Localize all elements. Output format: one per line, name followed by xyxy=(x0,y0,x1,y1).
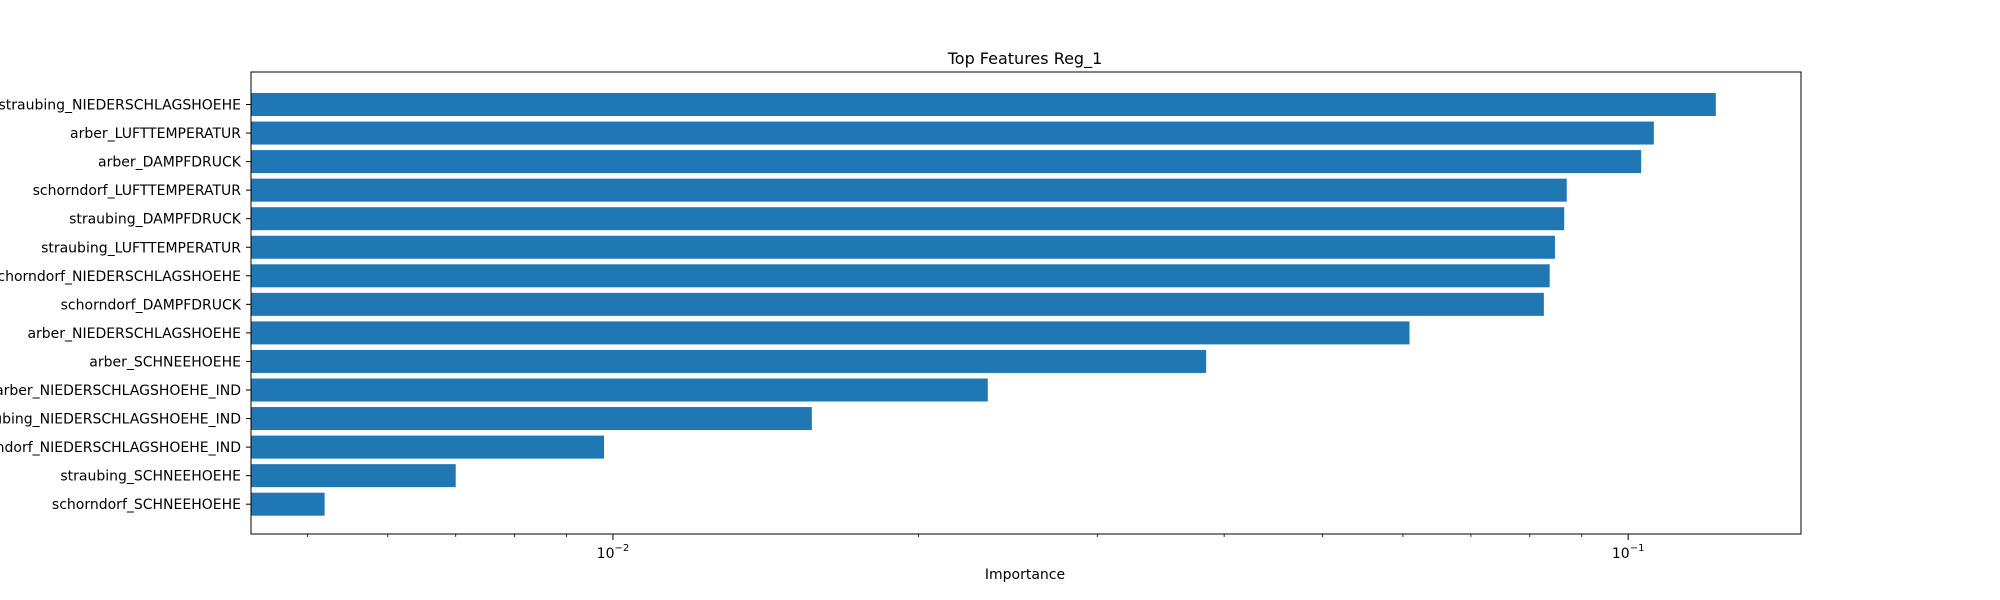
bar xyxy=(251,178,1567,202)
y-tick-label: arber_NIEDERSCHLAGSHOEHE_IND xyxy=(0,383,241,399)
bar xyxy=(251,349,1207,373)
x-tick-label: 10−2 xyxy=(597,543,630,562)
y-tick-label: straubing_NIEDERSCHLAGSHOEHE_IND xyxy=(0,412,241,428)
x-ticks: 10−2 10−1 xyxy=(306,534,1645,562)
y-tick-label: straubing_LUFTTEMPERATUR xyxy=(41,240,241,256)
chart-title: Top Features Reg_1 xyxy=(947,49,1103,69)
y-tick-label: straubing_SCHNEEHOEHE xyxy=(60,469,241,485)
bar xyxy=(251,378,988,402)
bar xyxy=(251,464,456,488)
y-tick-label: arber_NIEDERSCHLAGSHOEHE xyxy=(27,326,241,342)
bar xyxy=(251,150,1642,174)
y-tick-label: straubing_NIEDERSCHLAGSHOEHE xyxy=(0,98,241,114)
y-tick-label: schorndorf_DAMPFDRUCK xyxy=(61,297,242,313)
y-tick-label: schorndorf_NIEDERSCHLAGSHOEHE_IND xyxy=(0,440,241,456)
bar xyxy=(251,321,1410,345)
bar xyxy=(251,207,1565,231)
y-tick-label: straubing_DAMPFDRUCK xyxy=(69,212,242,228)
bar xyxy=(251,93,1716,116)
bar xyxy=(251,435,605,459)
bar xyxy=(251,492,325,516)
bar xyxy=(251,407,812,431)
bar xyxy=(251,292,1544,316)
y-tick-label: schorndorf_SCHNEEHOEHE xyxy=(52,497,241,513)
bar xyxy=(251,235,1555,259)
x-axis-label: Importance xyxy=(985,567,1065,583)
bar xyxy=(251,121,1654,145)
y-tick-label: arber_LUFTTEMPERATUR xyxy=(70,126,241,142)
plot-area-frame xyxy=(250,71,1802,535)
bar xyxy=(251,264,1550,288)
x-tick-label: 10−1 xyxy=(1612,543,1645,562)
y-tick-labels: straubing_NIEDERSCHLAGSHOEHE arber_LUFTTE… xyxy=(0,98,251,513)
y-tick-label: schorndorf_NIEDERSCHLAGSHOEHE xyxy=(0,269,241,285)
bars-group xyxy=(251,93,1716,516)
y-tick-label: schorndorf_LUFTTEMPERATUR xyxy=(33,183,242,199)
y-tick-label: arber_DAMPFDRUCK xyxy=(98,155,242,171)
y-tick-label: arber_SCHNEEHOEHE xyxy=(89,354,241,370)
